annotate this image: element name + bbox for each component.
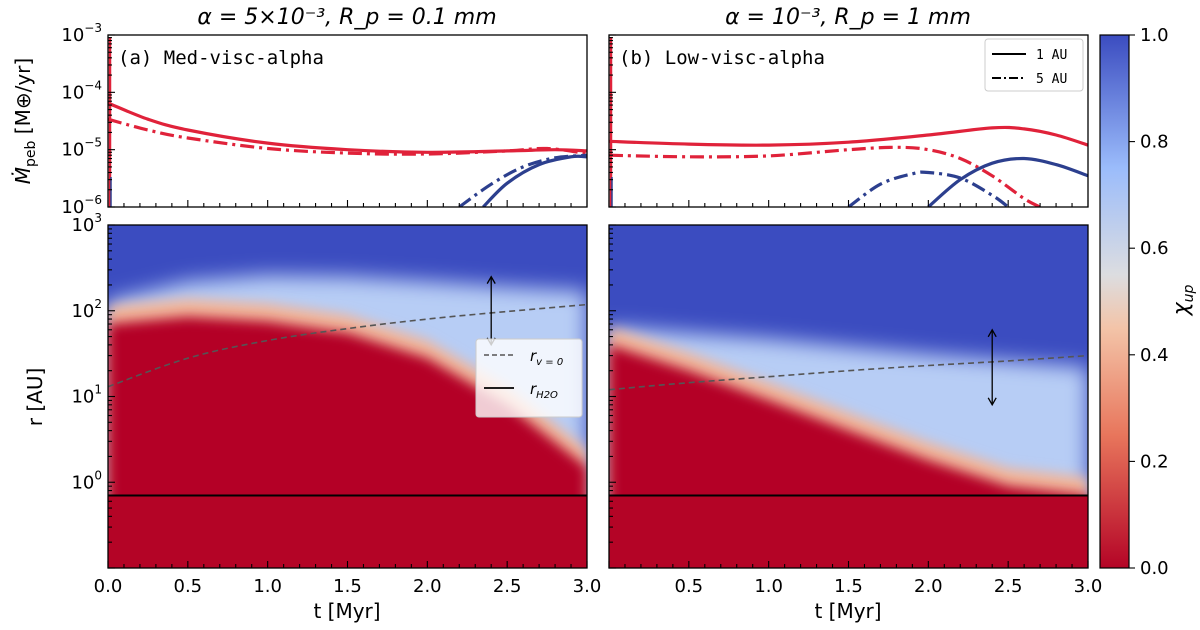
ylabel-bottom: r [AU] bbox=[23, 368, 47, 427]
xlabel-left: t [Myr] bbox=[313, 599, 380, 623]
colorbar-tick-label: 0.4 bbox=[1140, 345, 1169, 366]
x-tick-label: 1.5 bbox=[333, 576, 362, 597]
y-tick-label: 103 bbox=[71, 211, 102, 236]
y-tick-label: 10−6 bbox=[61, 193, 102, 218]
y-tick-label: 101 bbox=[71, 383, 102, 408]
inside-snowline-region bbox=[609, 495, 1088, 568]
annotation-a: (a) Med-visc-alpha bbox=[118, 47, 324, 69]
x-tick-label: 2.0 bbox=[413, 576, 442, 597]
y-tick-label: 102 bbox=[71, 297, 102, 322]
x-tick-label: 3.0 bbox=[573, 576, 602, 597]
legend-rv0-label: rv = 0 bbox=[530, 347, 563, 368]
series-line-1au-red bbox=[609, 125, 1088, 147]
series-line-5au-blue bbox=[458, 153, 587, 207]
title-left: α = 5×10⁻³, R_p = 0.1 mm bbox=[197, 5, 496, 30]
y-tick-label: 10−5 bbox=[61, 136, 102, 161]
x-tick-label: 0.0 bbox=[94, 576, 123, 597]
legend-rh2o-label: rH2O bbox=[530, 380, 558, 401]
colorbar-tick-label: 1.0 bbox=[1140, 25, 1169, 46]
y-tick-label: 100 bbox=[71, 468, 102, 493]
x-tick-label: 3.0 bbox=[1074, 576, 1103, 597]
rv0-curve bbox=[609, 354, 1088, 391]
heatmap-left bbox=[108, 225, 587, 568]
colorbar-label: χup bbox=[1169, 284, 1197, 316]
colorbar: 0.0 0.2 0.4 0.6 0.8 1.0 χup bbox=[1099, 25, 1197, 579]
legend-top-right: 1 AU 5 AU bbox=[984, 38, 1084, 92]
ylabel-top: Ṁpeb [M⊕/yr] bbox=[11, 58, 39, 184]
series-line-5au-blue bbox=[847, 170, 1010, 207]
series-line-1au-blue bbox=[482, 154, 587, 207]
x-tick-label: 0.5 bbox=[675, 576, 704, 597]
colorbar-tick-label: 0.2 bbox=[1140, 451, 1169, 472]
x-tick-label: 2.5 bbox=[994, 576, 1023, 597]
x-tick-label: 1.0 bbox=[754, 576, 783, 597]
y-tick-label: 10−4 bbox=[61, 78, 102, 103]
x-tick-label: 0.5 bbox=[174, 576, 203, 597]
title-right: α = 10⁻³, R_p = 1 mm bbox=[725, 5, 971, 30]
axis-ticks: 10−6 10−5 10−4 10−3 100 101 102 103 0.0 0.5 1.0 1.5… bbox=[61, 21, 1102, 597]
series-line-5au-red bbox=[609, 145, 1041, 207]
y-tick-label: 10−3 bbox=[61, 21, 102, 46]
legend-bottom-left: rv = 0 rH2O bbox=[475, 338, 583, 418]
colorbar-tick-label: 0.0 bbox=[1140, 558, 1169, 579]
colorbar-tick-label: 0.6 bbox=[1140, 238, 1169, 259]
x-tick-label: 1.0 bbox=[253, 576, 282, 597]
xlabel-right: t [Myr] bbox=[814, 599, 881, 623]
rv0-curve bbox=[108, 303, 587, 388]
series-line-5au-red bbox=[108, 117, 587, 156]
heatmap-right bbox=[609, 225, 1088, 568]
series-line-1au-red bbox=[108, 101, 587, 154]
series-line-1au-blue bbox=[927, 156, 1088, 207]
x-tick-label: 2.0 bbox=[914, 576, 943, 597]
colorbar-tick-label: 0.8 bbox=[1140, 132, 1169, 153]
legend-5au-label: 5 AU bbox=[1036, 72, 1067, 87]
legend-1au-label: 1 AU bbox=[1036, 48, 1067, 63]
double-arrow bbox=[987, 328, 997, 407]
annotation-b: (b) Low-visc-alpha bbox=[619, 47, 825, 69]
x-tick-label: 2.5 bbox=[493, 576, 522, 597]
inside-snowline-region bbox=[108, 495, 587, 568]
x-tick-label: 1.5 bbox=[834, 576, 863, 597]
